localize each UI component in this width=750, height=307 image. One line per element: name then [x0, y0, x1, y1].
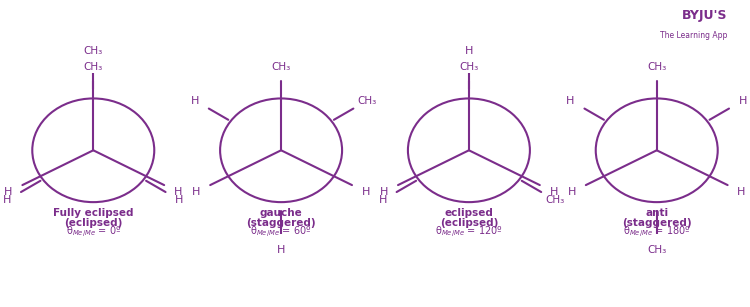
Text: H: H [3, 195, 11, 205]
Text: BYJU'S: BYJU'S [682, 9, 728, 22]
Text: H: H [566, 95, 574, 106]
Text: CH₃: CH₃ [647, 62, 666, 72]
Text: gauche: gauche [260, 208, 302, 218]
Text: θ$_{Me/Me}$ = 120º: θ$_{Me/Me}$ = 120º [435, 225, 503, 240]
Text: H: H [362, 187, 370, 197]
Text: H: H [550, 187, 558, 197]
Text: H: H [380, 187, 388, 197]
Text: (staggered): (staggered) [622, 218, 692, 227]
Text: H: H [465, 46, 473, 56]
Text: (eclipsed): (eclipsed) [440, 218, 498, 227]
Text: (eclipsed): (eclipsed) [64, 218, 122, 227]
Ellipse shape [596, 99, 718, 202]
Ellipse shape [408, 99, 530, 202]
Text: CH₃: CH₃ [358, 95, 377, 106]
Text: CH₃: CH₃ [84, 46, 103, 56]
Text: CH₃: CH₃ [545, 195, 565, 205]
Text: θ$_{Me/Me}$ = 180º: θ$_{Me/Me}$ = 180º [622, 225, 691, 240]
Text: CH₃: CH₃ [459, 62, 478, 72]
Text: Fully eclipsed: Fully eclipsed [53, 208, 134, 218]
Text: The Learning App: The Learning App [660, 31, 728, 40]
Text: H: H [379, 195, 387, 205]
Text: (staggered): (staggered) [246, 218, 316, 227]
Text: CH₃: CH₃ [647, 245, 666, 255]
Text: H: H [192, 187, 200, 197]
Text: CH₃: CH₃ [84, 62, 103, 72]
Text: eclipsed: eclipsed [445, 208, 494, 218]
Text: θ$_{Me/Me}$ = 0º: θ$_{Me/Me}$ = 0º [65, 225, 121, 240]
Text: θ$_{Me/Me}$ = 60º: θ$_{Me/Me}$ = 60º [251, 225, 312, 240]
Text: H: H [190, 95, 199, 106]
Text: H: H [174, 187, 182, 197]
Text: H: H [737, 187, 746, 197]
Text: CH₃: CH₃ [272, 62, 291, 72]
Text: H: H [568, 187, 576, 197]
Ellipse shape [220, 99, 342, 202]
Text: H: H [739, 95, 747, 106]
Text: anti: anti [645, 208, 668, 218]
Text: H: H [277, 245, 285, 255]
Ellipse shape [32, 99, 154, 202]
Text: H: H [4, 187, 13, 197]
Text: H: H [176, 195, 184, 205]
